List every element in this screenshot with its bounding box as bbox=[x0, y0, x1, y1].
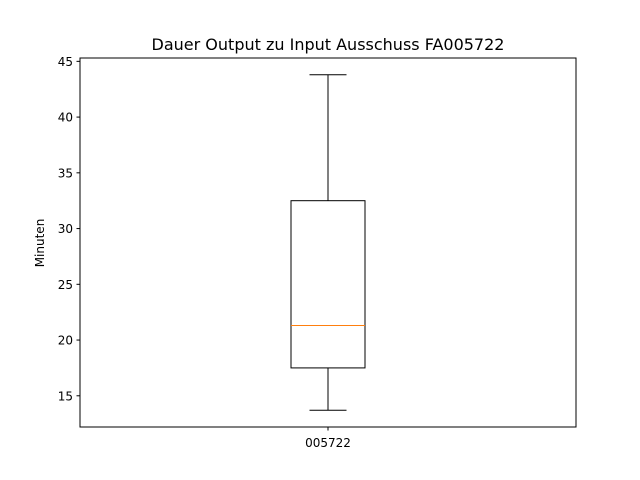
y-tick-label: 45 bbox=[58, 55, 73, 69]
y-axis-label: Minuten bbox=[33, 219, 47, 268]
y-tick-label: 30 bbox=[58, 222, 73, 236]
y-tick-label: 20 bbox=[58, 334, 73, 348]
axes-frame bbox=[79, 57, 577, 428]
x-axis: 005722 bbox=[305, 427, 351, 450]
chart-title: Dauer Output zu Input Ausschuss FA005722 bbox=[152, 35, 505, 54]
x-tick-label: 005722 bbox=[305, 436, 351, 450]
iqr-box bbox=[290, 200, 366, 369]
y-tick-label: 40 bbox=[58, 111, 73, 125]
y-axis: 15 20 25 30 35 40 45 bbox=[58, 55, 80, 403]
plot-area bbox=[290, 74, 366, 411]
y-tick-label: 25 bbox=[58, 278, 73, 292]
y-tick-label: 35 bbox=[58, 166, 73, 180]
y-tick-label: 15 bbox=[58, 389, 73, 403]
